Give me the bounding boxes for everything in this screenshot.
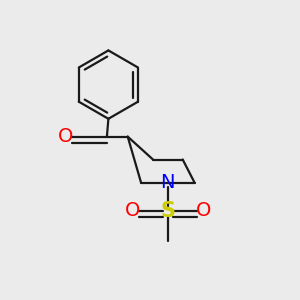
Text: N: N [160, 173, 175, 192]
Text: S: S [160, 201, 175, 221]
Text: O: O [58, 127, 73, 146]
Text: O: O [196, 201, 211, 220]
Text: O: O [124, 201, 140, 220]
